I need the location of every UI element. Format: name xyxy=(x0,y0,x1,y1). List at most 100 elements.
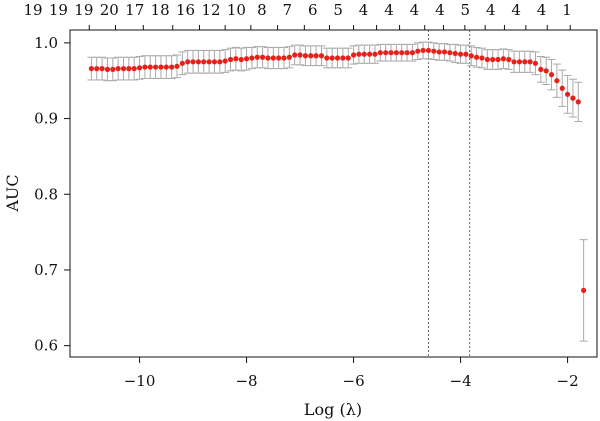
auc-point xyxy=(227,56,234,63)
auc-point xyxy=(554,78,560,84)
x-axis-title: Log (λ) xyxy=(304,400,362,419)
top-count-label: 1 xyxy=(562,1,572,19)
x-tick-label: −4 xyxy=(450,372,472,390)
auc-point xyxy=(399,50,405,56)
auc-point xyxy=(94,66,100,72)
auc-point xyxy=(350,52,357,58)
auc-point xyxy=(302,53,309,59)
auc-point xyxy=(372,51,378,57)
auc-point xyxy=(126,66,132,72)
auc-point xyxy=(292,52,298,58)
auc-point xyxy=(136,65,143,71)
y-tick-label: 1.0 xyxy=(34,34,58,52)
auc-point xyxy=(281,55,287,61)
auc-point xyxy=(217,59,223,65)
auc-point xyxy=(334,55,341,61)
auc-point xyxy=(425,47,432,54)
auc-point xyxy=(361,51,367,57)
top-count-label: 4 xyxy=(410,1,420,19)
auc-point xyxy=(324,55,330,61)
auc-point xyxy=(174,63,180,69)
auc-point xyxy=(457,51,464,57)
auc-point xyxy=(190,59,196,65)
auc-point xyxy=(527,59,533,65)
auc-point xyxy=(393,50,399,56)
auc-point xyxy=(367,51,373,57)
auc-point xyxy=(345,55,351,61)
auc-point xyxy=(206,59,212,65)
top-count-label: 5 xyxy=(333,1,343,19)
auc-point xyxy=(142,64,148,70)
auc-point xyxy=(115,66,121,72)
auc-point xyxy=(222,58,228,64)
auc-point xyxy=(313,53,319,59)
x-tick-label: −6 xyxy=(343,372,365,390)
auc-point xyxy=(340,55,346,61)
auc-point xyxy=(233,56,239,62)
auc-point xyxy=(297,52,303,58)
y-tick-label: 0.9 xyxy=(34,110,58,128)
auc-point xyxy=(356,51,362,57)
auc-point xyxy=(415,48,421,54)
auc-point xyxy=(447,50,453,56)
top-count-label: 4 xyxy=(435,1,445,19)
x-tick-label: −2 xyxy=(557,372,579,390)
auc-point xyxy=(522,59,528,65)
auc-point xyxy=(436,49,442,55)
auc-point xyxy=(243,56,250,62)
auc-point xyxy=(441,49,448,55)
auc-point xyxy=(479,55,485,61)
auc-point xyxy=(575,99,581,105)
auc-point xyxy=(564,91,571,97)
top-count-label: 20 xyxy=(100,1,119,19)
y-tick-label: 0.6 xyxy=(34,337,58,355)
auc-point xyxy=(158,64,164,70)
auc-point xyxy=(484,56,490,63)
top-count-label: 12 xyxy=(201,1,220,19)
auc-point xyxy=(249,55,255,61)
top-count-label: 16 xyxy=(176,1,195,19)
auc-point xyxy=(195,59,202,65)
auc-point xyxy=(147,64,153,70)
auc-point xyxy=(120,66,127,72)
x-tick-label: −10 xyxy=(124,372,156,390)
top-count-label: 4 xyxy=(537,1,547,19)
auc-point xyxy=(570,95,576,101)
top-count-label: 4 xyxy=(384,1,394,19)
auc-point xyxy=(308,53,314,59)
auc-point xyxy=(265,55,271,61)
top-count-label: 10 xyxy=(227,1,246,19)
auc-point xyxy=(532,60,539,66)
auc-point xyxy=(88,66,95,72)
auc-point xyxy=(329,55,335,61)
auc-point xyxy=(474,54,480,60)
auc-point xyxy=(270,55,276,61)
auc-point xyxy=(377,50,383,56)
auc-point xyxy=(506,56,512,63)
auc-point xyxy=(388,50,394,56)
auc-point xyxy=(163,64,169,70)
auc-point xyxy=(516,59,523,65)
auc-point xyxy=(254,54,260,60)
auc-point xyxy=(490,56,496,63)
top-count-label: 17 xyxy=(125,1,144,19)
auc-point xyxy=(211,59,218,65)
auc-point xyxy=(383,50,389,56)
auc-point xyxy=(559,85,565,91)
auc-point xyxy=(99,66,105,72)
auc-point xyxy=(538,66,544,72)
auc-point xyxy=(452,50,458,57)
auc-point xyxy=(286,54,292,60)
auc-point xyxy=(185,59,191,65)
y-tick-label: 0.7 xyxy=(34,261,58,279)
auc-point xyxy=(404,50,410,56)
auc-point xyxy=(179,60,185,66)
auc-point xyxy=(511,59,517,65)
auc-point xyxy=(581,287,587,293)
auc-point xyxy=(463,51,469,57)
auc-point xyxy=(131,66,137,72)
auc-point xyxy=(201,59,207,65)
top-count-label: 18 xyxy=(151,1,170,19)
plot-frame xyxy=(69,29,598,358)
